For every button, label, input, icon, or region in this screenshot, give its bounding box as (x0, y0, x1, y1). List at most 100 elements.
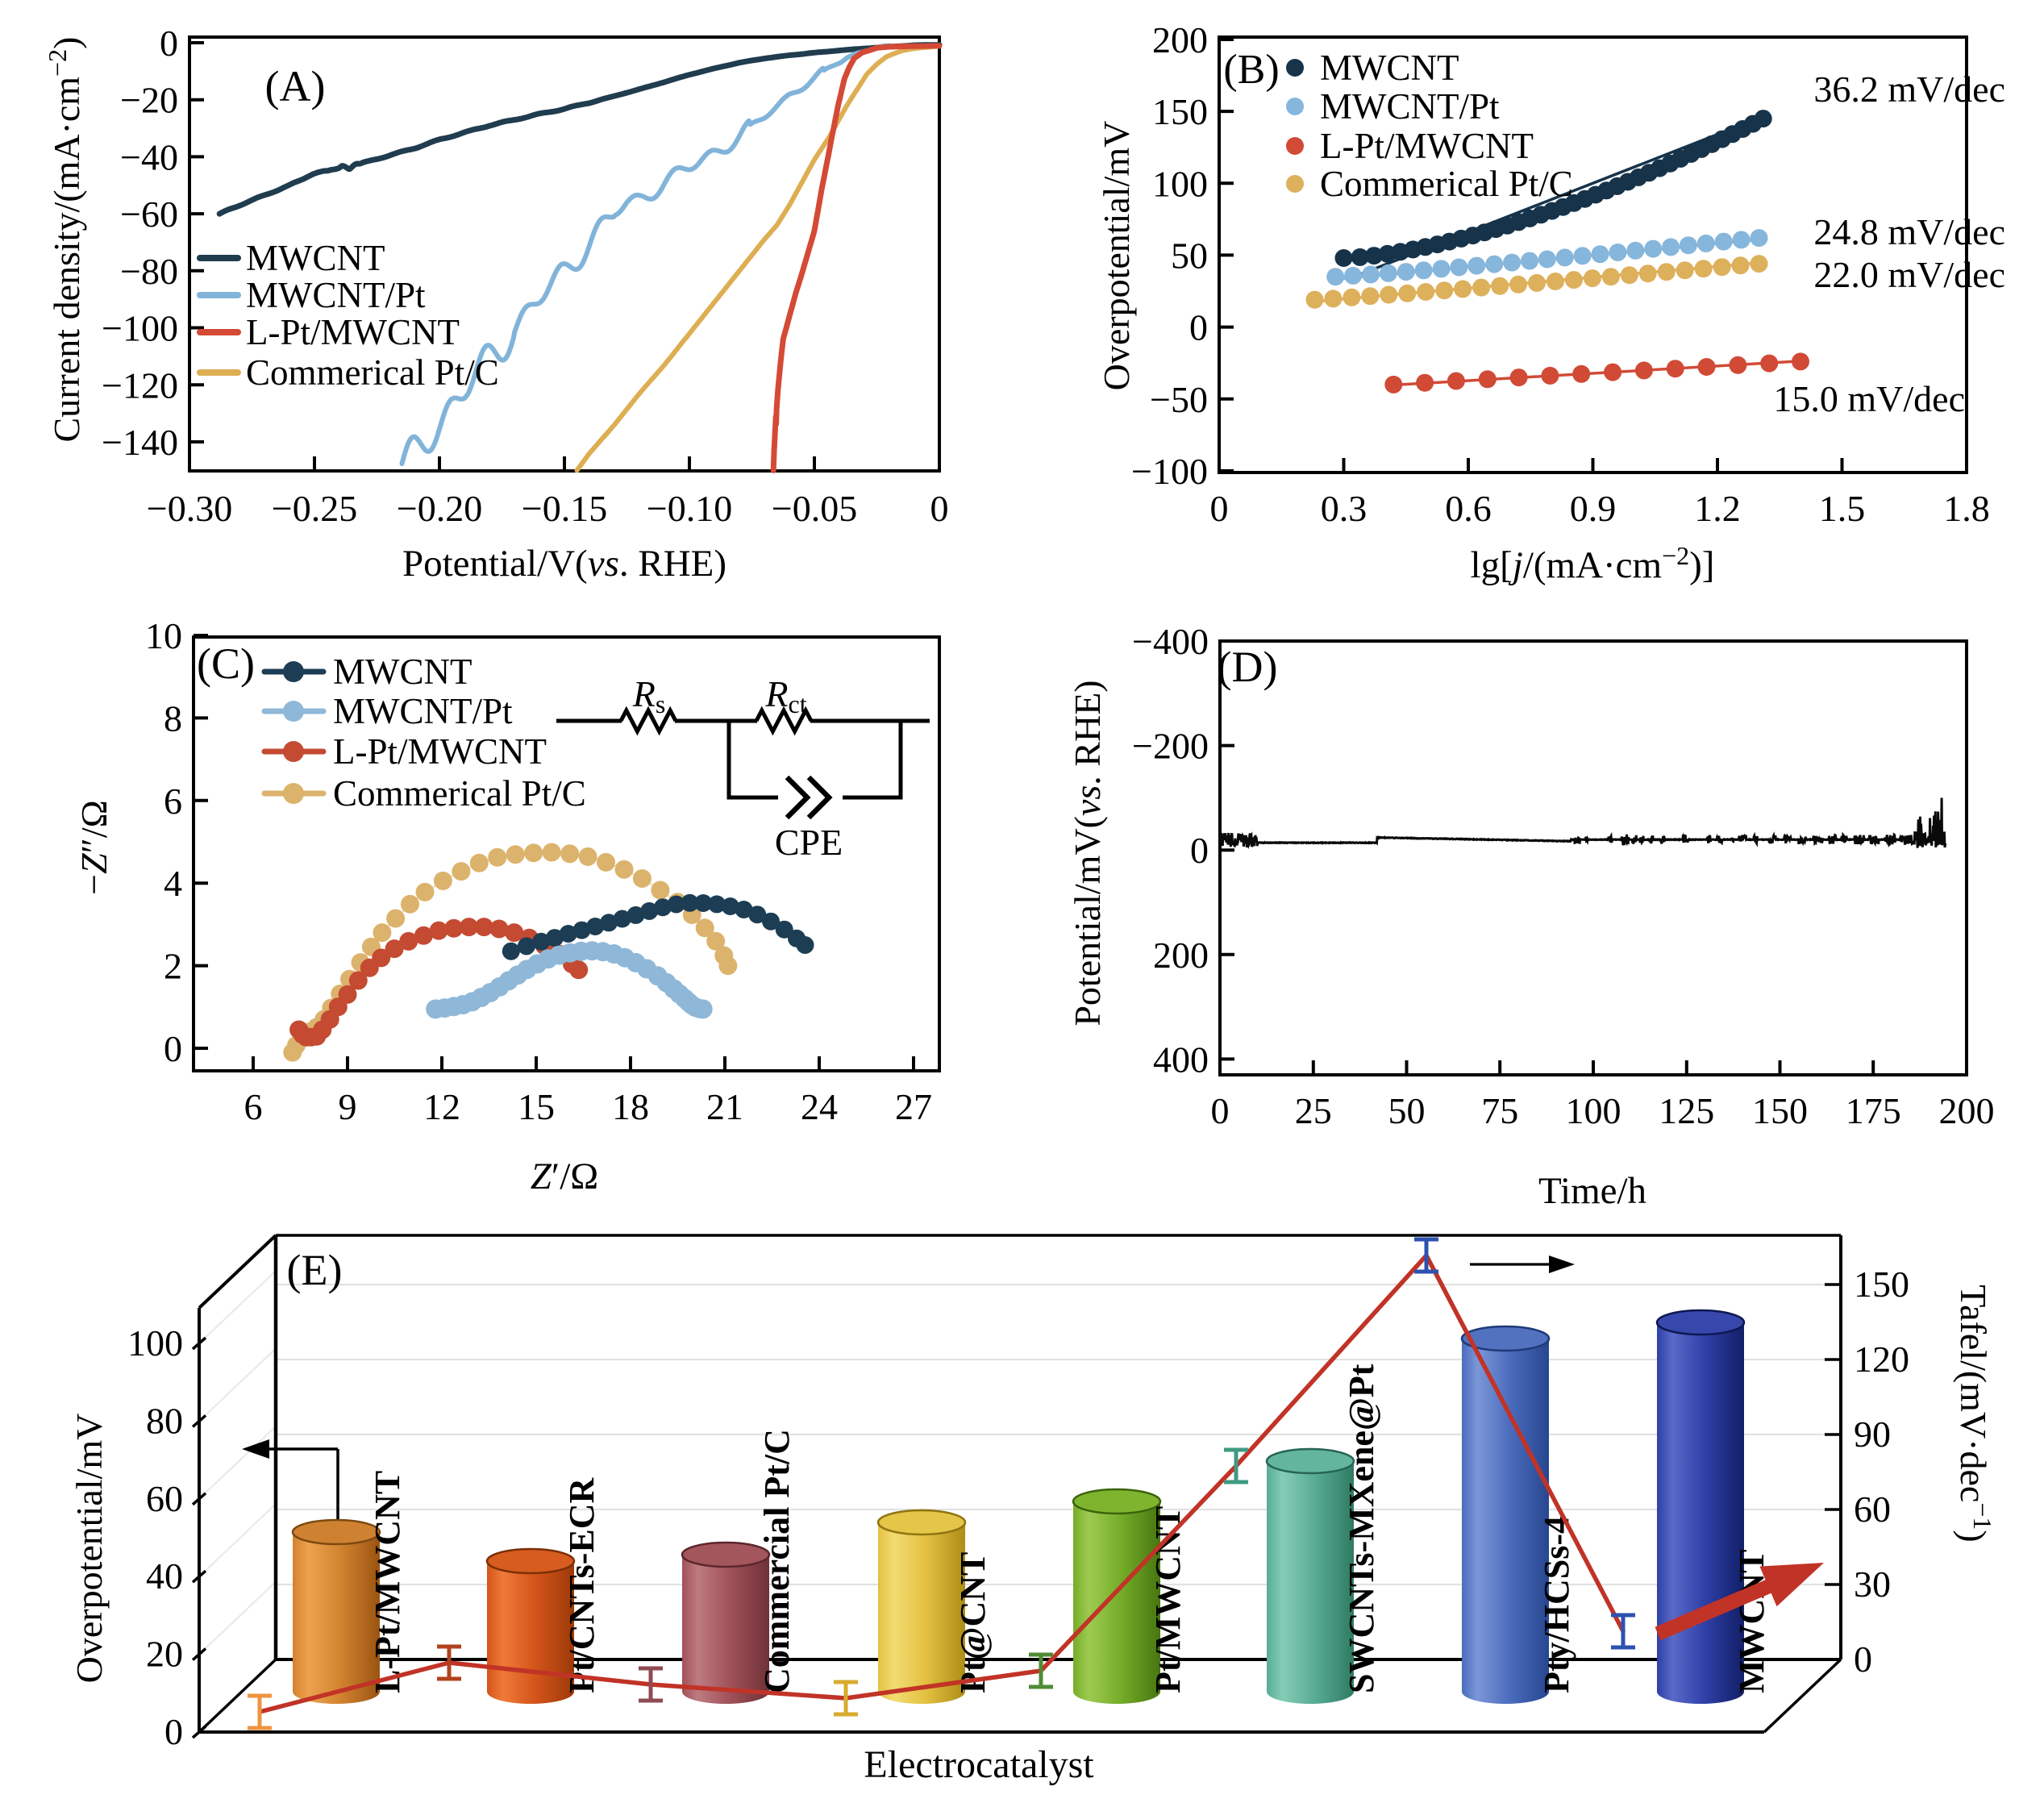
svg-text:MWCNT/Pt: MWCNT/Pt (1320, 86, 1500, 127)
svg-text:Rct: Rct (764, 673, 806, 718)
svg-text:SWCNTs-MXene@Pt: SWCNTs-MXene@Pt (1342, 1364, 1381, 1693)
svg-text:(A): (A) (265, 62, 326, 110)
svg-text:−0.10: −0.10 (647, 488, 732, 529)
svg-text:−100: −100 (102, 308, 178, 349)
svg-text:8: 8 (164, 697, 182, 739)
svg-text:Pty/HCSs-4: Pty/HCSs-4 (1537, 1516, 1576, 1693)
svg-text:−0.30: −0.30 (147, 488, 232, 529)
svg-text:Rs: Rs (632, 673, 666, 718)
svg-text:Pt/CNTs-ECR: Pt/CNTs-ECR (562, 1476, 602, 1693)
svg-text:0: 0 (164, 1028, 182, 1069)
svg-text:1.8: 1.8 (1943, 488, 1990, 529)
svg-text:Potential/mV(vs. RHE): Potential/mV(vs. RHE) (1067, 680, 1108, 1026)
svg-text:100: 100 (1566, 1090, 1621, 1131)
svg-text:lg[j/(mA·cm−2)]: lg[j/(mA·cm−2)] (1471, 541, 1715, 586)
svg-text:0: 0 (160, 23, 178, 64)
svg-text:2: 2 (164, 946, 182, 987)
svg-text:9: 9 (339, 1086, 357, 1127)
svg-text:Commerical Pt/C: Commerical Pt/C (333, 773, 586, 814)
svg-text:(E): (E) (287, 1246, 343, 1294)
svg-text:20: 20 (146, 1634, 183, 1675)
svg-text:−0.05: −0.05 (772, 488, 857, 529)
svg-text:−Z″/Ω: −Z″/Ω (73, 800, 114, 895)
svg-text:100: 100 (127, 1322, 183, 1364)
svg-text:60: 60 (1854, 1489, 1891, 1530)
svg-text:150: 150 (1854, 1264, 1909, 1305)
svg-text:24.8 mV/dec: 24.8 mV/dec (1813, 211, 2005, 252)
svg-text:L-Pt/MWCNT: L-Pt/MWCNT (333, 731, 547, 772)
svg-text:0.9: 0.9 (1570, 488, 1617, 529)
svg-text:CPE: CPE (775, 822, 843, 863)
svg-text:75: 75 (1481, 1090, 1518, 1131)
svg-text:4: 4 (164, 863, 182, 904)
svg-text:80: 80 (146, 1400, 183, 1441)
svg-text:0: 0 (164, 1711, 183, 1752)
svg-text:(D): (D) (1218, 643, 1278, 691)
svg-text:150: 150 (1752, 1090, 1808, 1131)
svg-text:Tafel/(mV·dec−1): Tafel/(mV·dec−1) (1953, 1285, 1997, 1542)
svg-text:21: 21 (706, 1086, 743, 1127)
svg-text:10: 10 (145, 615, 182, 656)
svg-text:0.6: 0.6 (1445, 488, 1492, 529)
svg-text:1.5: 1.5 (1819, 488, 1866, 529)
svg-text:Z′/Ω: Z′/Ω (531, 1156, 598, 1197)
svg-text:Commerical Pt/C: Commerical Pt/C (246, 352, 499, 393)
svg-text:Current density/(mA·cm−2): Current density/(mA·cm−2) (43, 37, 87, 443)
svg-text:−80: −80 (120, 251, 178, 292)
svg-text:(B): (B) (1223, 47, 1279, 93)
svg-text:30: 30 (1854, 1564, 1891, 1605)
svg-text:−50: −50 (1150, 379, 1208, 420)
svg-text:−140: −140 (102, 422, 178, 463)
svg-text:Commerical Pt/C: Commerical Pt/C (1320, 164, 1573, 204)
svg-text:200: 200 (1939, 1090, 1995, 1131)
svg-text:Overpotential/mV: Overpotential/mV (1096, 121, 1137, 391)
svg-text:15: 15 (518, 1086, 555, 1127)
svg-text:MWCNT: MWCNT (246, 238, 385, 278)
svg-text:−0.25: −0.25 (272, 488, 357, 529)
svg-text:22.0 mV/dec: 22.0 mV/dec (1813, 254, 2005, 295)
svg-text:15.0 mV/dec: 15.0 mV/dec (1773, 378, 1965, 419)
svg-text:0: 0 (930, 488, 949, 529)
svg-text:0.3: 0.3 (1321, 488, 1368, 529)
svg-text:40: 40 (146, 1555, 183, 1597)
svg-text:−120: −120 (102, 364, 178, 406)
svg-text:6: 6 (164, 781, 182, 822)
svg-text:0: 0 (1189, 307, 1208, 348)
svg-text:175: 175 (1846, 1090, 1901, 1131)
svg-text:200: 200 (1152, 19, 1208, 60)
svg-text:25: 25 (1295, 1090, 1332, 1131)
svg-text:12: 12 (423, 1086, 460, 1127)
svg-text:MWCNT/Pt: MWCNT/Pt (333, 691, 513, 731)
svg-text:L-Pt/MWCNT: L-Pt/MWCNT (1320, 126, 1534, 166)
svg-text:−200: −200 (1132, 726, 1209, 767)
svg-text:L-Pt/MWCNT: L-Pt/MWCNT (246, 312, 460, 352)
svg-text:60: 60 (146, 1478, 183, 1519)
svg-text:50: 50 (1388, 1090, 1426, 1131)
svg-text:Potential/V(vs. RHE): Potential/V(vs. RHE) (402, 543, 726, 585)
svg-text:Commercial Pt/C: Commercial Pt/C (757, 1429, 797, 1693)
svg-text:−100: −100 (1131, 451, 1208, 492)
svg-text:−60: −60 (120, 194, 178, 235)
svg-text:27: 27 (895, 1086, 932, 1127)
svg-text:Time/h: Time/h (1538, 1170, 1646, 1212)
svg-text:200: 200 (1153, 935, 1209, 976)
svg-text:100: 100 (1152, 163, 1208, 204)
svg-text:6: 6 (244, 1086, 263, 1127)
svg-text:Overpotential/mV: Overpotential/mV (69, 1414, 110, 1684)
svg-text:400: 400 (1153, 1039, 1209, 1080)
svg-text:50: 50 (1171, 235, 1208, 276)
svg-text:0: 0 (1210, 488, 1229, 529)
svg-text:0: 0 (1211, 1090, 1230, 1131)
svg-text:150: 150 (1152, 91, 1208, 132)
svg-text:90: 90 (1854, 1414, 1891, 1455)
svg-text:−40: −40 (120, 136, 178, 177)
svg-text:0: 0 (1190, 830, 1209, 871)
svg-text:MWCNT: MWCNT (1320, 48, 1459, 88)
svg-text:120: 120 (1854, 1339, 1909, 1380)
svg-text:−0.20: −0.20 (397, 488, 482, 529)
svg-text:18: 18 (612, 1086, 649, 1127)
svg-text:125: 125 (1659, 1090, 1714, 1131)
svg-text:Pt/MWCNT: Pt/MWCNT (1148, 1506, 1188, 1693)
svg-text:MWCNT/Pt: MWCNT/Pt (246, 275, 426, 315)
svg-text:−400: −400 (1132, 621, 1209, 662)
